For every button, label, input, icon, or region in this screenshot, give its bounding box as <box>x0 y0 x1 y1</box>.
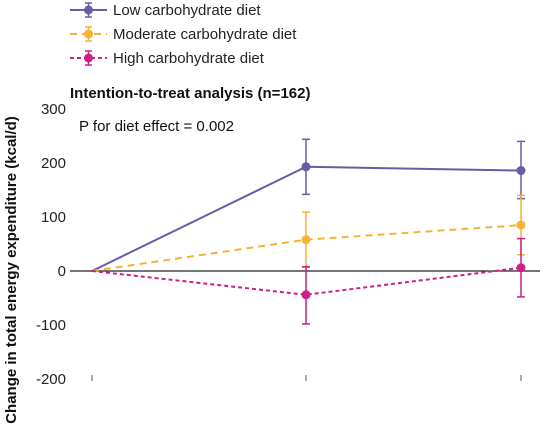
legend-label: Low carbohydrate diet <box>113 2 261 19</box>
y-tick-label: 300 <box>41 101 66 118</box>
y-tick-label: -100 <box>36 317 66 334</box>
y-tick-label: 0 <box>58 263 66 280</box>
data-point <box>301 162 311 172</box>
series-layer <box>91 138 526 325</box>
series-2 <box>91 237 526 325</box>
p-value-annotation: P for diet effect = 0.002 <box>79 118 234 135</box>
data-point <box>301 235 311 245</box>
legend-item: Moderate carbohydrate diet <box>70 26 297 43</box>
legend-swatch-marker <box>84 53 93 63</box>
y-tick-label: -200 <box>36 371 66 388</box>
series-1 <box>91 194 526 272</box>
series-line <box>91 266 522 296</box>
y-tick-label: 100 <box>41 209 66 226</box>
data-point <box>516 220 526 230</box>
legend-swatch-marker <box>84 29 93 39</box>
legend-swatch-marker <box>84 5 93 15</box>
data-point <box>301 290 311 300</box>
chart-title: Intention-to-treat analysis (n=162) <box>70 85 310 102</box>
y-tick-label: 200 <box>41 155 66 172</box>
series-0 <box>91 138 526 272</box>
legend-item: Low carbohydrate diet <box>70 2 261 19</box>
legend-item: High carbohydrate diet <box>70 50 265 67</box>
legend-label: Moderate carbohydrate diet <box>113 26 297 43</box>
y-axis-label: Change in total energy expenditure (kcal… <box>3 116 20 424</box>
data-point <box>516 263 526 273</box>
legend: Low carbohydrate diet Moderate carbohydra… <box>70 2 297 67</box>
legend-label: High carbohydrate diet <box>113 50 265 67</box>
axes: -200 -100 0 100 200 300 <box>36 101 540 388</box>
data-point <box>516 166 526 176</box>
